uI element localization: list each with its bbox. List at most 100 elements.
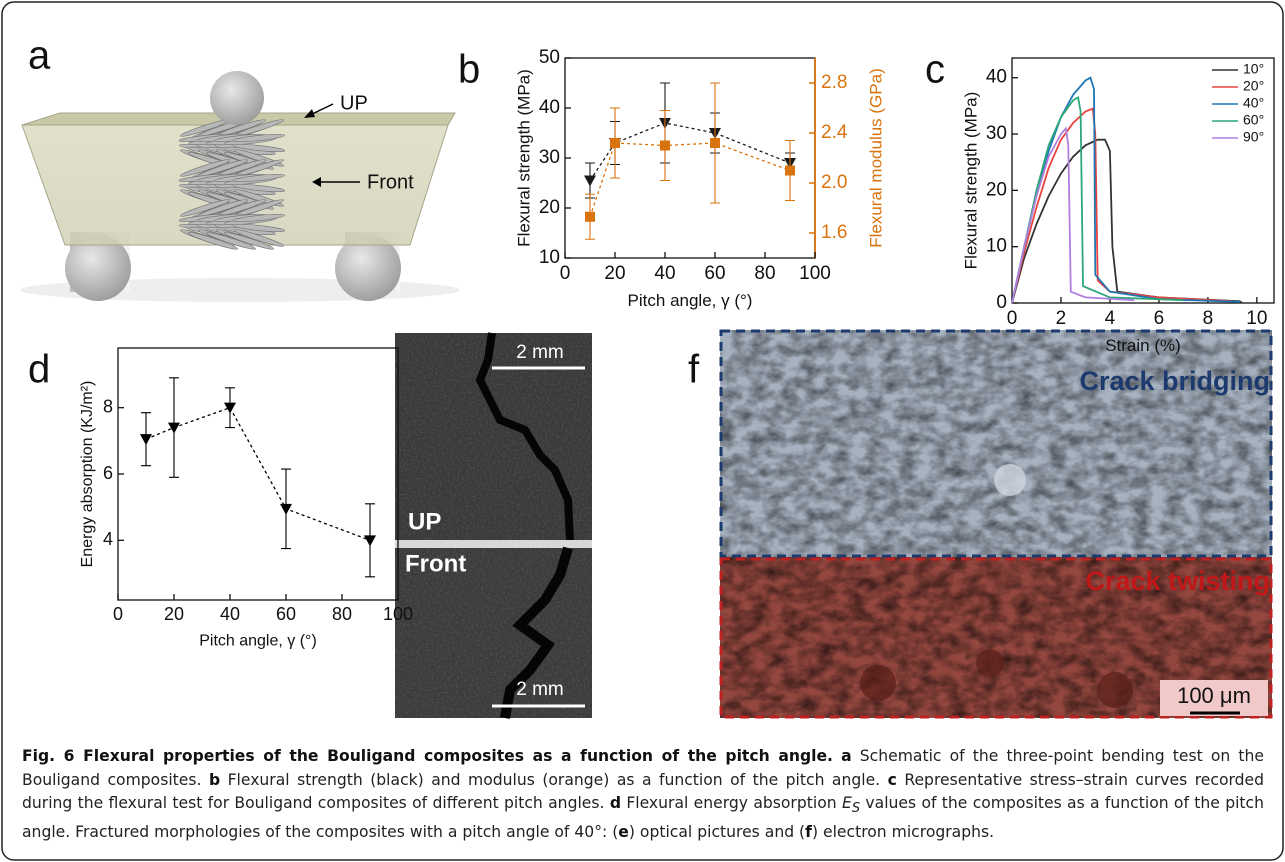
x-tick-label: 6 [1154, 308, 1165, 329]
particle [860, 665, 896, 701]
marker [168, 422, 180, 434]
fiber [188, 232, 239, 250]
caption-ref: d [609, 794, 621, 812]
scale-box [1160, 680, 1268, 716]
marker [610, 138, 620, 148]
region-label: Crack bridging [1079, 366, 1270, 396]
marker [710, 138, 720, 148]
caption-ref: c [887, 770, 897, 789]
caption-symbol: S [851, 801, 861, 817]
series-line [589, 122, 791, 181]
region-border [719, 557, 1273, 719]
crack [500, 546, 573, 719]
x-axis-title: Pitch angle, γ (°) [628, 291, 753, 310]
fiber [224, 232, 275, 250]
x-axis-title: Strain (%) [1105, 336, 1181, 355]
y-tick-label: 10 [986, 236, 1007, 257]
optical-photos: 2 mm UP Front 2 mm [395, 332, 592, 719]
region-label: Crack twisting [1085, 566, 1270, 596]
marker [140, 434, 152, 446]
x-tick-label: 100 [383, 604, 413, 624]
label: UP [408, 508, 441, 535]
caption-ref: f [805, 822, 812, 841]
scale-label: 2 mm [516, 679, 564, 700]
x-tick-label: 8 [1203, 308, 1214, 329]
y2-tick-label: 2.4 [821, 122, 848, 143]
y-tick-label: 20 [539, 197, 560, 218]
x-tick-label: 10 [1246, 308, 1267, 329]
fiber [232, 173, 286, 183]
x-tick-label: 0 [113, 604, 123, 624]
series-line [1011, 126, 1135, 304]
legend-label: 10° [1243, 61, 1264, 77]
particle [1097, 672, 1133, 708]
plot-frame [117, 347, 399, 601]
marker [584, 175, 596, 187]
panel-label: b [458, 48, 480, 92]
y2-tick-label: 1.6 [821, 222, 847, 243]
panel-label: a [28, 34, 51, 78]
marker [280, 503, 292, 515]
fiber-stack [178, 119, 286, 250]
caption-text: ) electron micrographs. [811, 822, 995, 841]
x-tick-label: 0 [1007, 308, 1018, 329]
fiber [232, 133, 286, 143]
legend-label: 40° [1243, 95, 1264, 111]
y-tick-label: 30 [986, 123, 1007, 144]
x-tick-label: 80 [754, 263, 775, 284]
y-tick-label: 50 [539, 47, 560, 68]
loading-pin [210, 71, 264, 125]
x-tick-label: 2 [1056, 308, 1067, 329]
fiber [232, 213, 286, 223]
x-axis-title: Pitch angle, γ (°) [199, 633, 317, 650]
legend-label: 60° [1243, 112, 1264, 128]
x-tick-label: 20 [164, 604, 184, 624]
support [335, 235, 401, 301]
photo-gap [395, 540, 592, 548]
y-tick-label: 40 [539, 97, 560, 118]
panel-label: c [925, 48, 945, 92]
x-tick-label: 40 [654, 263, 675, 284]
panel-label: f [688, 348, 700, 392]
fiber [206, 232, 257, 250]
micrograph: Crack bridging Crack twisting 100 μm [719, 329, 1273, 719]
series-line [1011, 76, 1240, 304]
particle [994, 464, 1026, 496]
y-tick-label: 0 [996, 292, 1007, 313]
crack [475, 332, 574, 541]
fiber [179, 159, 231, 177]
marker [224, 402, 236, 414]
fiber [232, 183, 286, 193]
caption: Fig. 6 Flexural properties of the Boulig… [22, 745, 1264, 844]
x-tick-label: 20 [604, 263, 625, 284]
x-tick-label: 4 [1105, 308, 1116, 329]
scale-label: 100 μm [1177, 683, 1251, 708]
caption-ref: e [618, 822, 629, 841]
support [65, 235, 131, 301]
y2-tick-label: 2.0 [821, 172, 847, 193]
plot-frame [1011, 57, 1275, 304]
particle [976, 649, 1004, 677]
x-tick-label: 60 [276, 604, 296, 624]
x-tick-label: 40 [220, 604, 240, 624]
x-tick-label: 60 [704, 263, 725, 284]
marker [660, 140, 670, 151]
marker [585, 211, 595, 222]
scale-label: 2 mm [516, 342, 564, 363]
marker [785, 165, 795, 176]
y-tick-label: 8 [103, 396, 113, 416]
fiber [179, 199, 231, 217]
y-tick-label: 4 [103, 529, 113, 549]
series-line [589, 142, 791, 218]
y2-axis-title: Flexural modulus (GPa) [866, 68, 885, 248]
caption-text: values of the composites as a function o… [22, 794, 1264, 841]
sem-texture [720, 330, 1272, 557]
fiber [232, 223, 286, 233]
caption-title: Fig. 6 Flexural properties of the Boulig… [22, 747, 833, 765]
caption-text: ) optical pictures and ( [628, 822, 806, 841]
series-line [145, 406, 371, 541]
label: UP [340, 92, 368, 114]
